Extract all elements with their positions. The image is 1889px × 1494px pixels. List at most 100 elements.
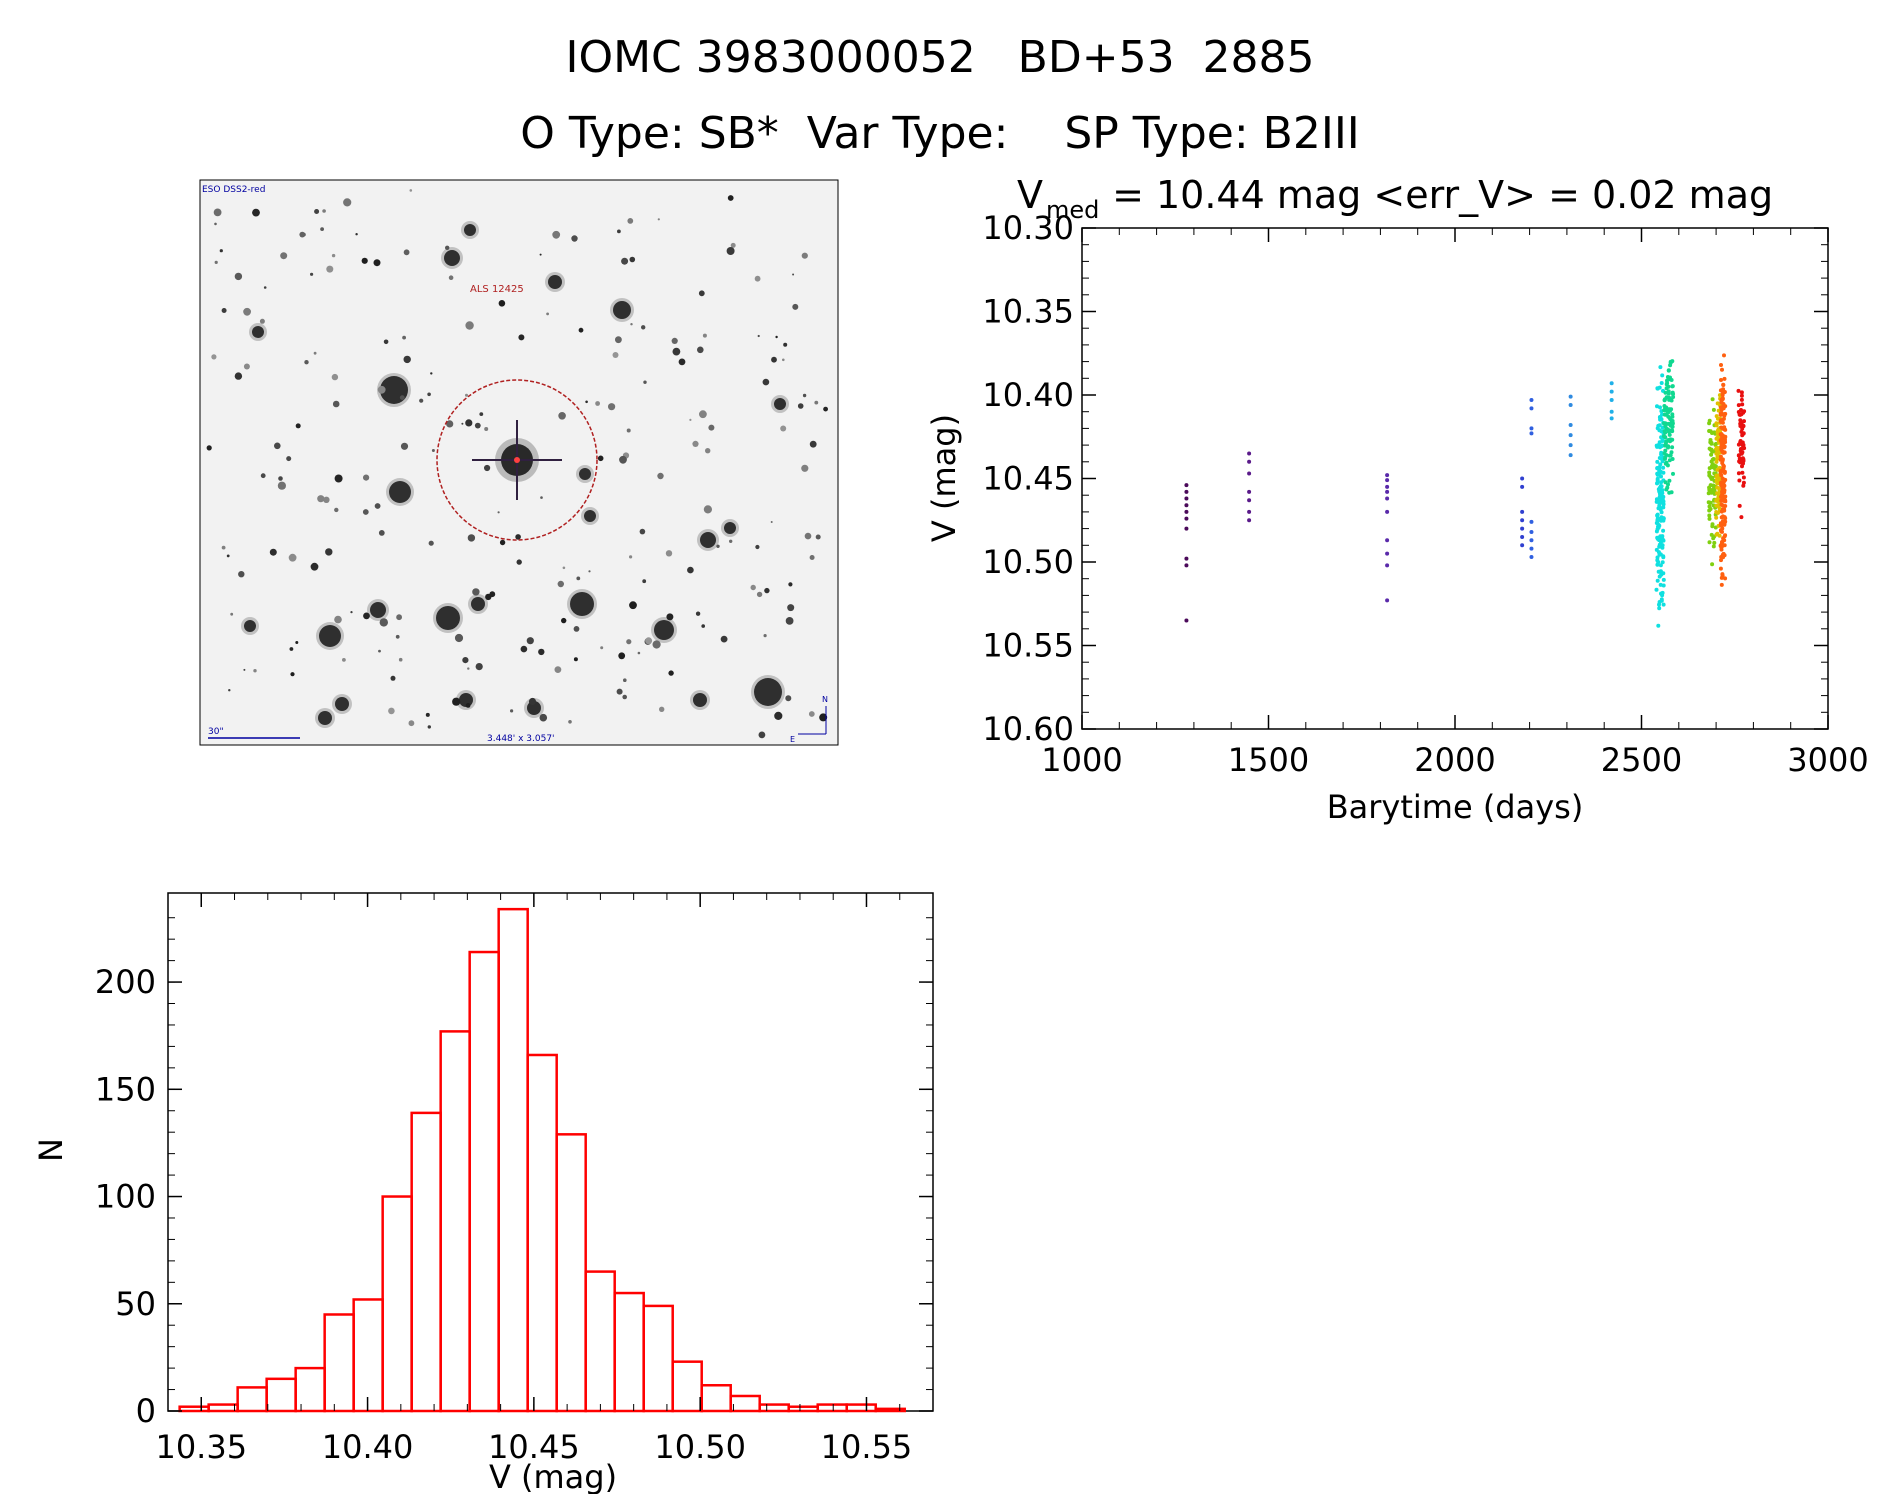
lc-point bbox=[1670, 412, 1675, 417]
histogram-bar bbox=[700, 1384, 732, 1413]
lc-point bbox=[1654, 587, 1659, 592]
lc-point bbox=[1655, 527, 1660, 532]
lc-point bbox=[1657, 574, 1662, 579]
lc-point bbox=[1666, 368, 1671, 373]
lc-point bbox=[1714, 503, 1719, 508]
finder-star bbox=[252, 208, 260, 217]
histogram-bar bbox=[787, 1405, 819, 1413]
lc-point bbox=[1719, 447, 1724, 452]
lc-point bbox=[1663, 441, 1668, 446]
lc-point bbox=[1709, 490, 1714, 495]
lc-point bbox=[1385, 489, 1390, 494]
finder-star-halo bbox=[386, 478, 414, 506]
finder-star bbox=[629, 601, 637, 610]
finder-star-bright bbox=[436, 606, 460, 630]
finder-star bbox=[286, 456, 292, 462]
lc-point bbox=[1722, 425, 1727, 430]
histogram-bar bbox=[642, 1304, 674, 1413]
lc-ytick-label: 10.55 bbox=[982, 627, 1074, 665]
finder-star-bright bbox=[584, 510, 596, 522]
finder-star-halo bbox=[697, 529, 719, 551]
lc-point bbox=[1741, 458, 1746, 463]
lc-point bbox=[1667, 429, 1672, 434]
lc-point bbox=[1713, 464, 1718, 469]
lc-point bbox=[1247, 509, 1252, 514]
histogram-xlabel: V (mag) bbox=[489, 1458, 617, 1494]
lc-point bbox=[1520, 518, 1525, 523]
lc-point bbox=[1662, 412, 1667, 417]
finder-star bbox=[219, 249, 223, 253]
finder-star bbox=[234, 272, 243, 281]
lc-point bbox=[1720, 540, 1724, 544]
lc-point bbox=[1529, 519, 1534, 524]
lc-point bbox=[1568, 433, 1573, 438]
lc-point bbox=[1720, 367, 1724, 372]
finder-star bbox=[539, 713, 548, 722]
finder-star bbox=[562, 566, 566, 570]
lc-point bbox=[1737, 453, 1741, 458]
lc-ytick-label: 10.40 bbox=[982, 376, 1074, 414]
finder-star bbox=[317, 495, 325, 503]
lc-point bbox=[1739, 515, 1744, 520]
finder-star bbox=[516, 559, 522, 565]
lc-point bbox=[1740, 402, 1745, 407]
finder-star bbox=[576, 576, 581, 581]
finder-star bbox=[645, 637, 653, 645]
finder-star bbox=[616, 688, 623, 695]
lc-point bbox=[1715, 454, 1720, 459]
finder-star bbox=[729, 539, 733, 543]
hist-ytick-label: 50 bbox=[115, 1285, 156, 1323]
finder-star bbox=[622, 694, 627, 700]
finder-star bbox=[792, 303, 799, 310]
finder-star bbox=[764, 587, 770, 594]
lc-point bbox=[1660, 545, 1665, 550]
lc-point bbox=[1520, 526, 1525, 531]
finder-star bbox=[629, 256, 636, 263]
histogram-bar bbox=[178, 1405, 210, 1413]
finder-star bbox=[668, 670, 674, 676]
finder-star bbox=[214, 260, 218, 264]
finder-star bbox=[269, 548, 277, 556]
finder-star bbox=[243, 307, 252, 316]
finder-star bbox=[277, 481, 286, 490]
lc-point bbox=[1707, 513, 1712, 518]
lc-point bbox=[1722, 478, 1727, 483]
lc-ytick-label: 10.45 bbox=[982, 460, 1074, 498]
finder-star bbox=[331, 373, 339, 381]
finder-star bbox=[454, 633, 464, 643]
finder-star bbox=[274, 442, 281, 450]
lc-point bbox=[1707, 516, 1712, 521]
lc-point bbox=[1736, 388, 1741, 393]
finder-star bbox=[708, 424, 715, 431]
lc-point bbox=[1655, 578, 1660, 583]
lc-xtick-label: 2500 bbox=[1601, 741, 1682, 779]
lc-xtick-label: 1000 bbox=[1041, 741, 1122, 779]
lc-point bbox=[1671, 471, 1675, 476]
finder-star bbox=[461, 422, 464, 425]
lc-point bbox=[1739, 412, 1744, 417]
lc-point bbox=[1568, 394, 1573, 399]
finder-star bbox=[234, 372, 243, 380]
finder-star bbox=[446, 420, 454, 428]
finder-star bbox=[334, 615, 342, 624]
finder-star bbox=[630, 323, 633, 326]
finder-star bbox=[263, 286, 267, 289]
finder-star bbox=[797, 403, 804, 409]
histogram-ylabel: N bbox=[32, 1138, 70, 1162]
lc-point bbox=[1670, 359, 1675, 364]
finder-star bbox=[334, 474, 343, 483]
finder-star bbox=[314, 209, 320, 214]
histogram-bar bbox=[613, 1291, 645, 1413]
lc-point bbox=[1662, 451, 1667, 456]
histogram-chart: 10.35 10.40 10.45 10.50 10.55 0 50 100 150 200 V … bbox=[32, 892, 934, 1494]
lc-point bbox=[1720, 572, 1725, 577]
lc-point bbox=[1741, 446, 1746, 451]
lc-point bbox=[1184, 509, 1189, 514]
lc-point bbox=[1385, 484, 1390, 489]
lc-point bbox=[1710, 463, 1714, 468]
finder-star bbox=[770, 521, 773, 523]
lc-point bbox=[1657, 606, 1662, 611]
finder-star bbox=[754, 275, 761, 282]
finder-star bbox=[792, 273, 795, 276]
finder-star bbox=[325, 548, 333, 556]
